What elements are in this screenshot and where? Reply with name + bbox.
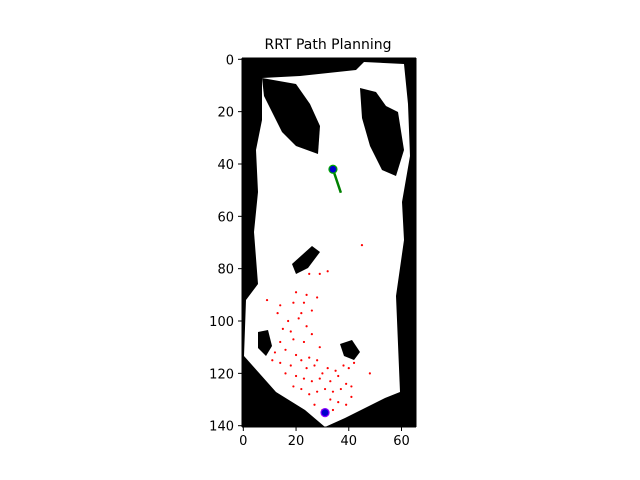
sample-point-7: [265, 298, 269, 302]
sample-point-4: [305, 293, 308, 296]
y-tick-label: 0: [226, 53, 234, 68]
sample-point-61: [350, 395, 353, 399]
sample-points: [265, 244, 371, 412]
sample-point-1: [308, 272, 311, 276]
sample-point-15: [297, 317, 300, 320]
sample-point-49: [345, 382, 348, 385]
sample-point-60: [345, 403, 348, 406]
sample-point-41: [302, 377, 306, 380]
sample-point-26: [294, 353, 298, 357]
obstacle-middle: [292, 246, 320, 274]
x-tick-label: 60: [393, 434, 410, 449]
goal-point: [328, 164, 338, 174]
sample-point-59: [337, 401, 340, 404]
sample-point-64: [331, 408, 335, 412]
sample-point-45: [337, 374, 340, 378]
sample-point-44: [329, 380, 332, 383]
sample-point-25: [284, 348, 287, 351]
sample-point-51: [300, 387, 303, 391]
sample-point-3: [326, 270, 329, 273]
plot-area: [242, 58, 416, 427]
sample-point-27: [300, 359, 303, 362]
sample-point-19: [310, 332, 313, 336]
y-tick-label: 20: [217, 106, 234, 121]
sample-point-13: [276, 312, 279, 315]
sample-point-9: [292, 301, 295, 304]
y-ticks: 0 20 40 60 80 100 120 140: [209, 53, 242, 435]
sample-point-20: [279, 340, 282, 344]
y-tick-label: 100: [209, 315, 234, 330]
sample-point-6: [294, 291, 298, 294]
sample-point-34: [313, 364, 316, 367]
sample-point-28: [308, 356, 311, 359]
x-ticks: 0 20 40 60: [239, 427, 410, 449]
sample-point-23: [318, 346, 321, 349]
sample-point-33: [305, 367, 308, 370]
sample-point-55: [331, 390, 335, 393]
sample-point-12: [310, 309, 313, 312]
x-tick-label: 40: [340, 434, 357, 449]
sample-point-36: [326, 367, 329, 370]
sample-point-47: [352, 361, 356, 364]
sample-point-8: [279, 304, 282, 307]
sample-point-37: [334, 369, 337, 372]
sample-point-30: [271, 359, 274, 362]
sample-point-53: [316, 390, 319, 393]
sample-point-18: [305, 325, 308, 328]
y-tick-label: 80: [217, 263, 234, 278]
sample-point-57: [350, 385, 353, 388]
sample-point-2: [318, 272, 321, 276]
y-tick-label: 120: [209, 367, 234, 382]
sample-point-31: [279, 361, 282, 364]
obstacle-upper-right: [360, 88, 404, 176]
sample-point-54: [323, 387, 327, 391]
sample-point-21: [292, 338, 295, 341]
sample-point-14: [287, 319, 290, 323]
sample-point-39: [284, 372, 287, 375]
sample-point-38: [342, 364, 345, 367]
sample-point-52: [308, 393, 311, 396]
sample-point-5: [316, 296, 319, 299]
sample-point-46: [347, 367, 350, 370]
sample-point-24: [273, 351, 277, 354]
sample-point-48: [368, 372, 371, 375]
start-point: [320, 408, 330, 418]
obstacle-lower-left: [258, 330, 272, 356]
y-tick-label: 40: [217, 158, 234, 173]
sample-point-58: [329, 398, 332, 401]
sample-point-29: [316, 359, 319, 362]
sample-point-62: [313, 403, 316, 406]
sample-point-10: [302, 301, 306, 304]
obstacle-lower-right: [340, 340, 360, 360]
sample-point-11: [300, 312, 303, 315]
x-tick-label: 20: [288, 434, 305, 449]
sample-point-22: [302, 340, 306, 344]
chart-title: RRT Path Planning: [265, 37, 392, 53]
y-tick-label: 140: [209, 420, 234, 435]
sample-point-56: [339, 387, 342, 391]
endpoints: [320, 164, 338, 418]
free-space-region: [244, 62, 410, 427]
sample-point-42: [310, 380, 313, 383]
sample-point-35: [321, 372, 324, 375]
sample-point-0: [360, 244, 364, 247]
y-tick-label: 60: [217, 210, 234, 225]
sample-point-40: [294, 374, 298, 378]
sample-point-17: [289, 330, 292, 333]
x-tick-label: 0: [239, 434, 247, 449]
sample-point-50: [292, 385, 295, 388]
sample-point-16: [281, 327, 284, 330]
sample-point-43: [318, 377, 321, 380]
sample-point-32: [289, 364, 292, 367]
obstacle-upper-left: [262, 78, 320, 154]
